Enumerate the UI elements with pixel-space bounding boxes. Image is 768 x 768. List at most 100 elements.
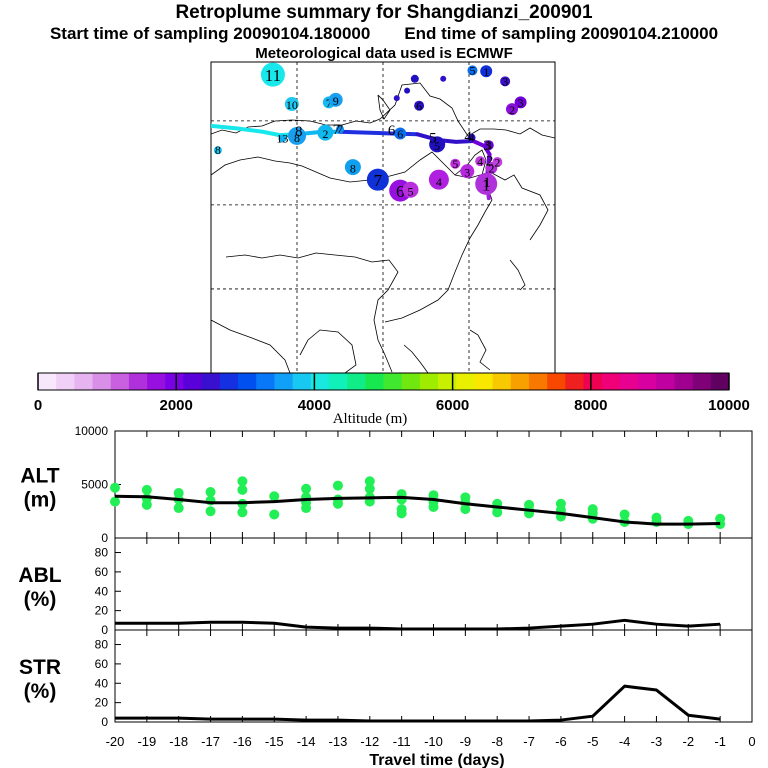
y-axis-label: STR [19, 656, 61, 679]
track-day-label: 7 [333, 122, 341, 138]
x-tick-label: -10 [424, 734, 443, 749]
cluster-label: 2 [322, 127, 328, 141]
cluster-circle [344, 159, 361, 176]
cluster-marker: 1 [475, 172, 498, 195]
y-tick-label: 20 [95, 604, 109, 618]
cluster-marker: 8 [288, 126, 306, 145]
track-day-label: 4 [464, 129, 472, 145]
track-day-label: 8 [295, 124, 303, 140]
colorbar-swatch [619, 373, 639, 390]
series-line [115, 684, 721, 723]
x-tick-label: -4 [619, 734, 631, 749]
cluster-circle [428, 169, 449, 190]
altitude-point [141, 484, 152, 495]
cluster-circle [467, 133, 476, 142]
cluster-circle [450, 158, 461, 169]
cluster-circle [500, 76, 511, 87]
altitude-point [301, 483, 312, 494]
cluster-marker: 4 [467, 130, 476, 144]
cluster-circle [393, 95, 400, 102]
cluster-marker: 4 [428, 169, 449, 190]
cluster-marker: 2 [317, 124, 334, 141]
y-tick-label: 40 [95, 584, 109, 598]
cluster-marker: 1 [480, 65, 493, 79]
x-tick-label: -14 [297, 734, 316, 749]
cluster-marker: 2 [492, 155, 503, 169]
colorbar-swatch [238, 373, 257, 390]
colorbar-tick-label: 4000 [298, 397, 331, 414]
y-tick-label: 0 [101, 623, 108, 637]
cluster-label: 7 [326, 96, 332, 110]
x-tick-label: -3 [651, 734, 663, 749]
colorbar-swatch [110, 373, 130, 390]
colorbar-swatch [274, 373, 294, 390]
cluster-marker: 3 [460, 164, 475, 179]
y-tick-label: 5000 [81, 478, 108, 492]
cluster-circle [460, 164, 475, 179]
altitude-point [110, 496, 120, 507]
series-line [114, 494, 721, 526]
colorbar-swatch [710, 373, 730, 390]
cluster-circle [475, 156, 486, 167]
x-tick-label: -6 [555, 734, 567, 749]
cluster-label: 6 [416, 99, 422, 113]
x-tick-label: -12 [360, 734, 379, 749]
cluster-circle [492, 157, 503, 168]
x-tick-label: -9 [460, 734, 472, 749]
altitude-point [428, 501, 439, 512]
cluster-circle [402, 181, 419, 198]
x-tick-label: -8 [491, 734, 503, 749]
colorbar-swatch [510, 373, 530, 390]
colorbar-swatch [256, 373, 275, 390]
cluster-marker [404, 87, 411, 94]
cluster-label: 7 [337, 122, 343, 136]
track-day-label: 5 [429, 131, 437, 147]
x-tick-label: -20 [106, 734, 125, 749]
cluster-marker: 3 [483, 138, 494, 152]
colorbar-swatch [74, 373, 94, 390]
plume-track-segment [211, 123, 299, 138]
cluster-marker: 7 [366, 168, 389, 191]
cluster-circle [284, 97, 299, 112]
cluster-circle [475, 172, 498, 195]
cluster-label: 2 [488, 162, 494, 176]
panel-alt: 0 5000 10000 ALT(m) [20, 424, 753, 545]
altitude-point [396, 508, 407, 519]
cluster-label: 1 [483, 65, 489, 79]
cluster-circle [260, 62, 285, 87]
cluster-label: 9 [333, 94, 339, 108]
x-tick-label: -19 [137, 734, 156, 749]
cluster-marker: 3 [500, 75, 511, 89]
y-axis-unit: (%) [24, 588, 57, 611]
cluster-circle [440, 75, 447, 82]
y-axis-unit: (m) [24, 489, 57, 512]
cluster-label: 10 [286, 98, 298, 112]
cluster-label: 11 [265, 66, 281, 85]
colorbar-swatch [601, 373, 621, 390]
altitude-point [141, 499, 152, 510]
panel-str: 0 20 40 60 80 STR(%) [19, 629, 753, 729]
colorbar-swatch [201, 373, 221, 390]
colorbar-swatch [638, 373, 657, 390]
track-day-label: 2 [486, 153, 494, 169]
colorbar-swatch [310, 373, 330, 390]
altitude-point [492, 507, 503, 518]
panel-frame [114, 629, 753, 723]
colorbar-swatch [528, 373, 548, 390]
colorbar: 0 2000 4000 6000 8000 10000 [34, 372, 750, 414]
colorbar-swatch [583, 373, 603, 390]
track-day-label: 6 [388, 123, 396, 139]
cluster-label: 6 [397, 127, 403, 141]
cluster-label: 3 [518, 96, 524, 110]
y-tick-label: 80 [95, 546, 109, 560]
colorbar-tick-label: 10000 [708, 397, 750, 414]
cluster-circle [394, 127, 407, 140]
y-tick-label: 60 [95, 657, 109, 671]
colorbar-tick-label: 8000 [574, 397, 607, 414]
altitude-point [332, 480, 343, 491]
colorbar-swatch [147, 373, 166, 390]
cluster-circle [328, 92, 343, 107]
y-axis-unit: (%) [24, 680, 57, 703]
x-tick-label: -2 [683, 734, 695, 749]
